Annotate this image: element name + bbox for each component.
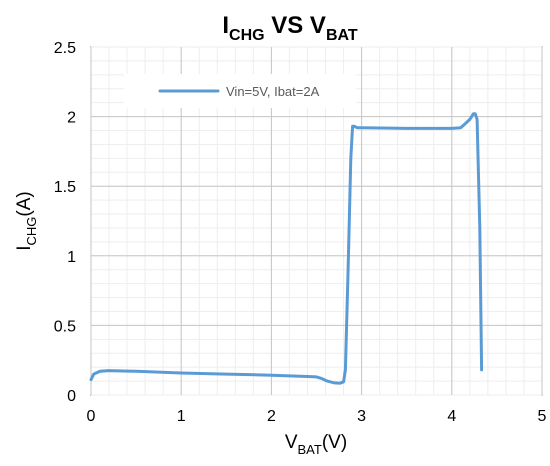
title-part-vs: VS V [265,12,326,39]
title-part-bat: BAT [326,27,358,44]
y-tick-label: 0.5 [54,318,76,335]
series-line-vin5v-ibat2a [89,112,484,385]
x-tick-label: 5 [538,408,547,425]
chart-title: ICHG VS VBAT [222,12,358,44]
y-tick-label: 1.5 [54,179,76,196]
x-tick-label: 0 [87,408,96,425]
x-tick-label: 1 [177,408,186,425]
x-tick-label: 2 [267,408,276,425]
ylabel-part-chg: CHG [24,217,39,246]
x-tick-label: 4 [447,408,456,425]
xlabel-part-unit: (V) [322,432,347,453]
y-axis-label: ICHG(A) [14,191,39,251]
y-tick-label: 1 [67,249,76,266]
ylabel-part-unit: (A) [14,191,35,216]
y-tick-label: 0 [67,388,76,405]
ylabel-part-i: I [14,245,35,250]
xlabel-part-bat: BAT [298,442,322,457]
x-axis-label: VBAT(V) [285,432,347,457]
y-tick-label: 2 [67,110,76,127]
title-part-chg: CHG [229,27,265,44]
y-axis-ticks: 0 0.5 1 1.5 2 2.5 [54,40,76,405]
y-tick-label: 2.5 [54,40,76,57]
major-grid [90,47,543,395]
legend-label: Vin=5V, Ibat=2A [226,84,320,99]
xlabel-part-v: V [285,432,298,453]
x-tick-label: 3 [357,408,366,425]
title-part-i: I [222,12,229,39]
x-axis-ticks: 0 1 2 3 4 5 [87,408,547,425]
